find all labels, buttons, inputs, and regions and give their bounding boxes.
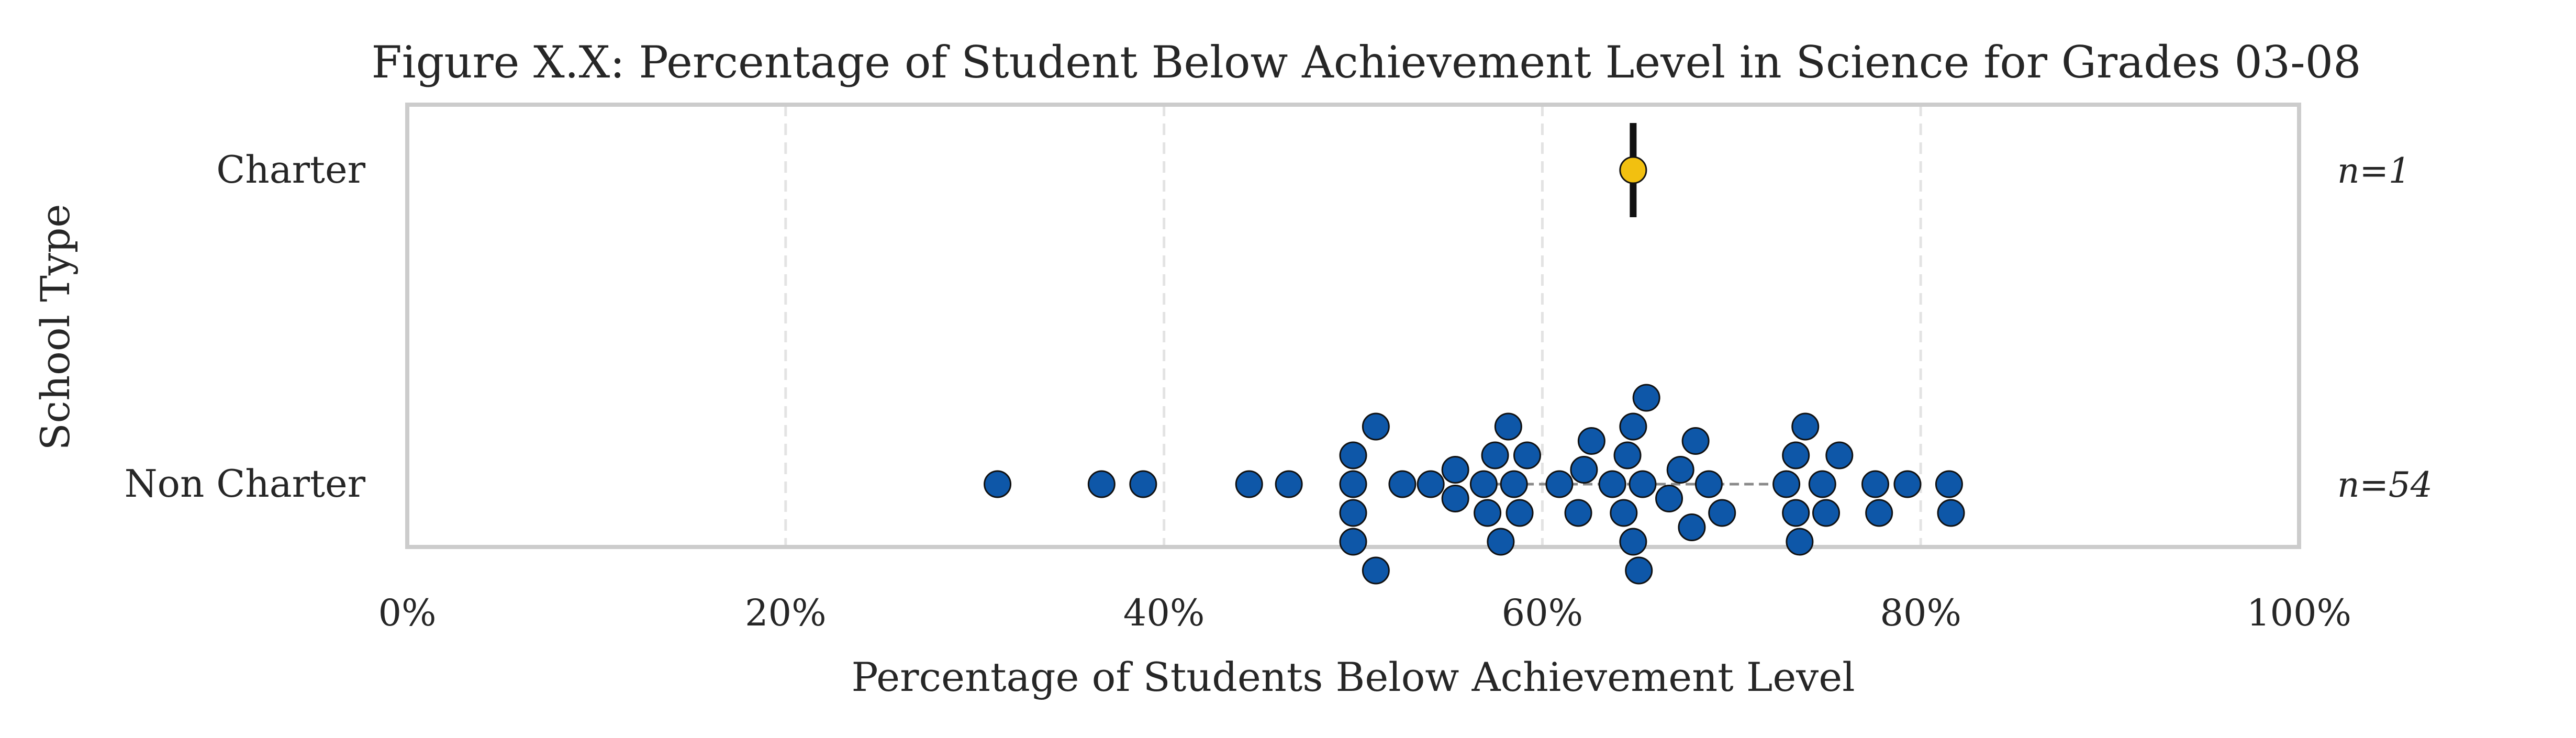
data-point (1598, 470, 1626, 498)
category-label: Non Charter (125, 462, 366, 506)
data-point (1388, 470, 1417, 498)
data-point (1613, 441, 1642, 469)
data-point (1619, 528, 1647, 556)
data-point (1441, 456, 1469, 484)
data-point (1865, 499, 1893, 527)
data-point (984, 470, 1012, 498)
x-tick-label: 0% (378, 591, 436, 634)
data-point (1500, 470, 1528, 498)
data-point (1545, 470, 1574, 498)
data-point (1362, 556, 1390, 585)
data-point (1619, 412, 1647, 441)
data-point (1487, 528, 1515, 556)
data-point (1481, 441, 1509, 469)
category-labels: Charter Non Charter (125, 148, 366, 506)
data-point (1570, 456, 1598, 484)
data-point (1577, 427, 1605, 455)
data-point (1632, 384, 1660, 412)
data-point (1619, 156, 1647, 184)
data-point (1417, 470, 1445, 498)
data-point (1441, 485, 1469, 512)
data-point (1610, 499, 1638, 527)
data-point (1935, 470, 1963, 498)
data-point (1678, 513, 1706, 541)
data-point (1681, 427, 1710, 455)
data-point (1625, 556, 1653, 585)
y-axis-label: School Type (32, 204, 79, 451)
chart-title: Figure X.X: Percentage of Student Below … (371, 37, 2361, 88)
data-point (1772, 470, 1801, 498)
category-label: Charter (216, 148, 365, 192)
data-point (1362, 412, 1390, 441)
data-point (1339, 528, 1367, 556)
data-point (1694, 470, 1723, 498)
data-point (1655, 485, 1683, 512)
data-point (1494, 412, 1522, 441)
x-tick-label: 80% (1880, 591, 1961, 634)
data-point (1339, 441, 1367, 469)
data-point (1469, 470, 1498, 498)
data-point (1708, 499, 1736, 527)
data-point (1339, 470, 1367, 498)
x-tick-label: 60% (1502, 591, 1583, 634)
data-point (1564, 499, 1592, 527)
data-point (1861, 470, 1889, 498)
gridlines (784, 105, 1922, 547)
data-point (1782, 441, 1810, 469)
data-point (1235, 470, 1263, 498)
data-point (1808, 470, 1836, 498)
x-tick-label: 20% (745, 591, 827, 634)
n-label: n=54 (2337, 465, 2433, 505)
data-point (1129, 470, 1157, 498)
x-tick-labels: 0% 20% 40% 60% 80% 100% (378, 591, 2351, 634)
data-point (1339, 499, 1367, 527)
x-tick-label: 100% (2247, 591, 2351, 634)
data-points (984, 156, 1965, 585)
data-point (1782, 499, 1810, 527)
x-axis-label: Percentage of Students Below Achievement… (851, 654, 1855, 700)
sample-size-labels: n=1 n=54 (2337, 151, 2433, 505)
data-point (1825, 441, 1854, 469)
data-point (1786, 528, 1814, 556)
data-point (1506, 499, 1534, 527)
data-point (1812, 499, 1840, 527)
data-point (1275, 470, 1303, 498)
n-label: n=1 (2337, 151, 2411, 191)
data-point (1666, 456, 1694, 484)
data-point (1893, 470, 1922, 498)
data-point (1087, 470, 1116, 498)
data-point (1791, 412, 1820, 441)
x-tick-label: 40% (1123, 591, 1205, 634)
data-point (1937, 499, 1965, 527)
data-point (1513, 441, 1541, 469)
data-point (1474, 499, 1502, 527)
data-point (1629, 470, 1657, 498)
